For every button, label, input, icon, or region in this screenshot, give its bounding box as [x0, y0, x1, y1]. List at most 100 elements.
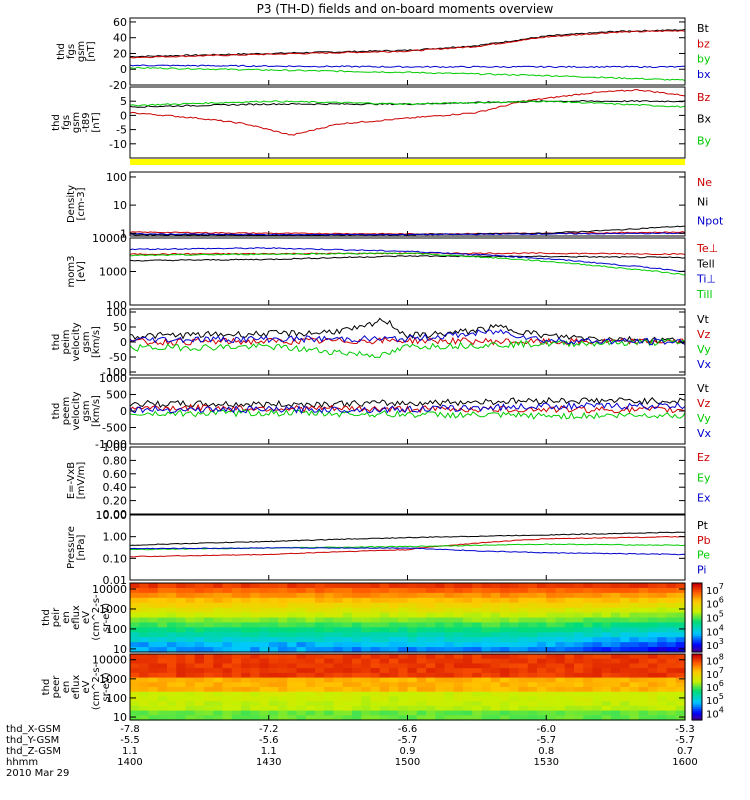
heatmap-cell: [167, 696, 177, 702]
yellow-status-bar: [130, 159, 685, 165]
heatmap-cell: [629, 632, 640, 638]
heatmap-cell: [379, 587, 390, 594]
heatmap-cell: [620, 654, 631, 660]
colorbar-segment: [692, 622, 702, 625]
heatmap-cell: [648, 637, 658, 643]
heatmap-cell: [444, 617, 455, 624]
colorbar-segment: [692, 589, 702, 593]
heatmap-cell: [537, 705, 547, 712]
heatmap-cell: [167, 705, 177, 712]
colorbar-segment: [692, 682, 702, 686]
heatmap-cell: [148, 682, 159, 688]
heatmap-cell: [259, 592, 270, 599]
heatmap-cell: [546, 654, 557, 660]
heatmap-cell: [176, 602, 187, 609]
heatmap-cell: [296, 637, 307, 643]
heatmap-cell: [592, 677, 603, 683]
heatmap-cell: [305, 642, 316, 648]
heatmap-cell: [194, 583, 205, 589]
heatmap-cell: [268, 587, 279, 594]
heatmap-cell: [250, 612, 261, 619]
heatmap-cell: [324, 696, 335, 702]
heatmap-cell: [315, 691, 325, 698]
heatmap-cell: [370, 668, 381, 674]
heatmap-cell: [416, 627, 427, 633]
heatmap-cell: [315, 637, 325, 643]
heatmap-cell: [546, 705, 557, 712]
heatmap-cell: [592, 682, 603, 688]
heatmap-cell: [157, 617, 168, 624]
heatmap-cell: [370, 687, 381, 693]
heatmap-cell: [287, 632, 298, 638]
heatmap-cell: [463, 691, 473, 698]
heatmap-cell: [204, 617, 214, 624]
series-line-Pb: [129, 535, 685, 558]
heatmap-cell: [537, 715, 547, 721]
heatmap-cell: [435, 710, 446, 716]
y-tick-label: 60: [113, 16, 127, 29]
heatmap-cell: [629, 637, 640, 643]
heatmap-cell: [463, 607, 473, 614]
heatmap-cell: [250, 696, 261, 702]
heatmap-cell: [213, 691, 224, 698]
heatmap-cell: [157, 654, 168, 660]
heatmap-cell: [315, 687, 325, 693]
heatmap-cell: [453, 622, 464, 628]
heatmap-cell: [250, 627, 261, 633]
colorbar-segment: [692, 635, 702, 639]
heatmap-cell: [148, 654, 159, 660]
heatmap-cell: [305, 583, 316, 589]
heatmap-cell: [333, 682, 344, 688]
heatmap-cell: [398, 682, 409, 688]
heatmap-cell: [518, 696, 529, 702]
heatmap-cell: [352, 622, 362, 628]
heatmap-cell: [463, 622, 473, 628]
heatmap-cell: [611, 602, 621, 609]
heatmap-cell: [416, 672, 427, 679]
heatmap-cell: [648, 687, 658, 693]
heatmap-cell: [268, 672, 279, 679]
heatmap-cell: [657, 587, 668, 594]
heatmap-cell: [398, 701, 409, 707]
heatmap-cell: [620, 710, 631, 716]
heatmap-cell: [472, 627, 483, 633]
heatmap-cell: [231, 622, 242, 628]
heatmap-cell: [592, 612, 603, 619]
y-axis-label: E=-VxB: [66, 462, 77, 499]
heatmap-cell: [139, 668, 150, 674]
y-tick-label: 10: [113, 643, 127, 656]
heatmap-cell: [296, 587, 307, 594]
heatmap-cell: [130, 622, 140, 628]
heatmap-cell: [583, 647, 594, 653]
heatmap-cell: [398, 642, 409, 648]
heatmap-cell: [500, 682, 510, 688]
heatmap-cell: [509, 637, 520, 643]
heatmap-cell: [463, 710, 473, 716]
heatmap-cell: [509, 658, 520, 665]
heatmap-cell: [167, 632, 177, 638]
heatmap-cell: [611, 637, 621, 643]
heatmap-cell: [407, 587, 418, 594]
heatmap-cell: [194, 602, 205, 609]
heatmap-cell: [592, 663, 603, 669]
heatmap-cell: [611, 607, 621, 614]
heatmap-cell: [527, 637, 538, 643]
heatmap-cell: [527, 607, 538, 614]
heatmap-cell: [305, 677, 316, 683]
heatmap-cell: [435, 705, 446, 712]
heatmap-cell: [389, 705, 399, 712]
heatmap-cell: [176, 701, 187, 707]
heatmap-cell: [398, 602, 409, 609]
heatmap-cell: [324, 622, 335, 628]
heatmap-cell: [204, 691, 214, 698]
heatmap-cell: [611, 647, 621, 653]
heatmap-cell: [435, 583, 446, 589]
heatmap-cell: [379, 637, 390, 643]
heatmap-cell: [611, 627, 621, 633]
heatmap-cell: [342, 658, 353, 665]
heatmap-cell: [148, 658, 159, 665]
heatmap-cell: [546, 647, 557, 653]
heatmap-cell: [518, 583, 529, 589]
heatmap-cell: [537, 612, 547, 619]
